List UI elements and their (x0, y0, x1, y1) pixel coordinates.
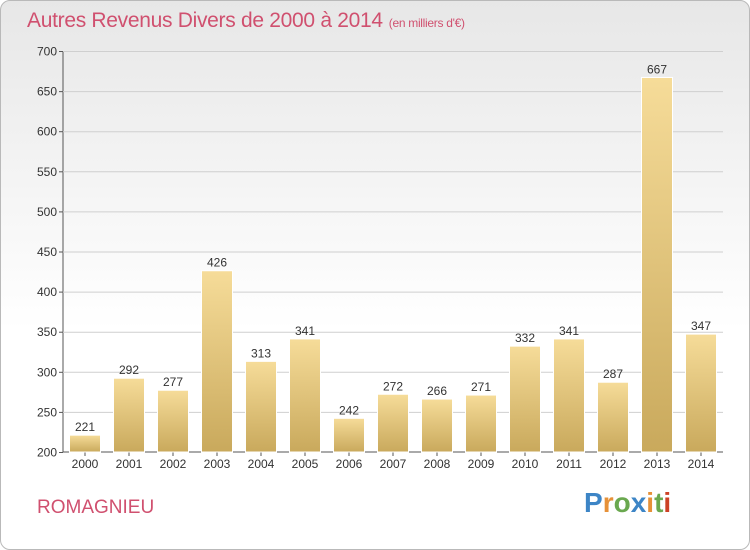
chart-subtitle: (en milliers d'€) (388, 16, 465, 30)
y-tick-label: 600 (37, 125, 57, 139)
y-tick-label: 550 (37, 165, 57, 179)
x-tick-label: 2011 (556, 457, 582, 471)
bar-value-label: 242 (339, 403, 359, 417)
x-tick-label: 2013 (644, 457, 671, 471)
y-tick-label: 500 (37, 205, 57, 219)
bar (421, 398, 453, 453)
logo-letter: x (630, 487, 647, 518)
y-tick-label: 650 (37, 85, 57, 99)
location-name: ROMAGNIEU (37, 497, 155, 518)
bar (289, 338, 321, 453)
bar-value-label: 341 (295, 324, 315, 338)
y-tick-label: 400 (37, 285, 57, 299)
logo-letter: i (663, 487, 672, 518)
y-tick-label: 250 (37, 405, 57, 419)
y-tick-label: 700 (37, 45, 57, 59)
chart-title-text: Autres Revenus Divers de 2000 à 2014 (27, 9, 383, 32)
bar-value-label: 272 (383, 379, 403, 393)
bar (641, 76, 673, 453)
x-tick-label: 2008 (424, 457, 451, 471)
x-tick-label: 2014 (688, 457, 715, 471)
x-tick-label: 2010 (512, 457, 539, 471)
bar-value-label: 426 (207, 256, 227, 270)
bar (509, 345, 541, 453)
bar-value-label: 266 (427, 384, 447, 398)
y-tick-label: 300 (37, 365, 57, 379)
bar-value-label: 277 (163, 375, 183, 389)
bar-value-label: 667 (647, 62, 667, 76)
bar (333, 417, 365, 453)
logo-letter: i (646, 487, 655, 518)
labels: 200 250 300 350 400 450 500 550 600 650 700 221 2000… (37, 45, 715, 472)
x-tick-label: 2001 (116, 457, 143, 471)
logo-letter: r (602, 487, 614, 518)
logo-letter: P (584, 487, 603, 518)
bar (465, 394, 497, 453)
bar (157, 389, 189, 453)
x-tick-label: 2009 (468, 457, 495, 471)
bar-value-label: 292 (119, 363, 139, 377)
bar (597, 381, 629, 453)
bar (685, 333, 717, 453)
bar-value-label: 221 (75, 420, 95, 434)
logo-letter: t (654, 487, 664, 518)
bar (69, 434, 101, 453)
x-tick-label: 2007 (380, 457, 407, 471)
bar-value-label: 347 (691, 319, 711, 333)
x-tick-label: 2005 (292, 457, 319, 471)
bar-value-label: 332 (515, 331, 535, 345)
chart-title: Autres Revenus Divers de 2000 à 2014 (en … (27, 9, 465, 33)
x-tick-label: 2000 (72, 457, 99, 471)
bar (377, 393, 409, 453)
x-tick-label: 2004 (248, 457, 275, 471)
x-tick-label: 2002 (160, 457, 187, 471)
bar (201, 270, 233, 453)
bars (69, 76, 717, 453)
y-tick-label: 350 (37, 325, 57, 339)
bar (113, 377, 145, 453)
bar-value-label: 341 (559, 324, 579, 338)
y-tick-label: 200 (37, 446, 57, 460)
x-tick-label: 2012 (600, 457, 627, 471)
x-tick-label: 2003 (204, 457, 231, 471)
y-tick-label: 450 (37, 245, 57, 259)
proxiti-logo: Proxiti (584, 487, 671, 519)
bar-value-label: 287 (603, 367, 623, 381)
bar (245, 360, 277, 453)
bar-value-label: 271 (471, 380, 491, 394)
x-tick-label: 2006 (336, 457, 363, 471)
bar (553, 338, 585, 453)
logo-letter: o (613, 487, 631, 518)
bar-value-label: 313 (251, 346, 271, 360)
